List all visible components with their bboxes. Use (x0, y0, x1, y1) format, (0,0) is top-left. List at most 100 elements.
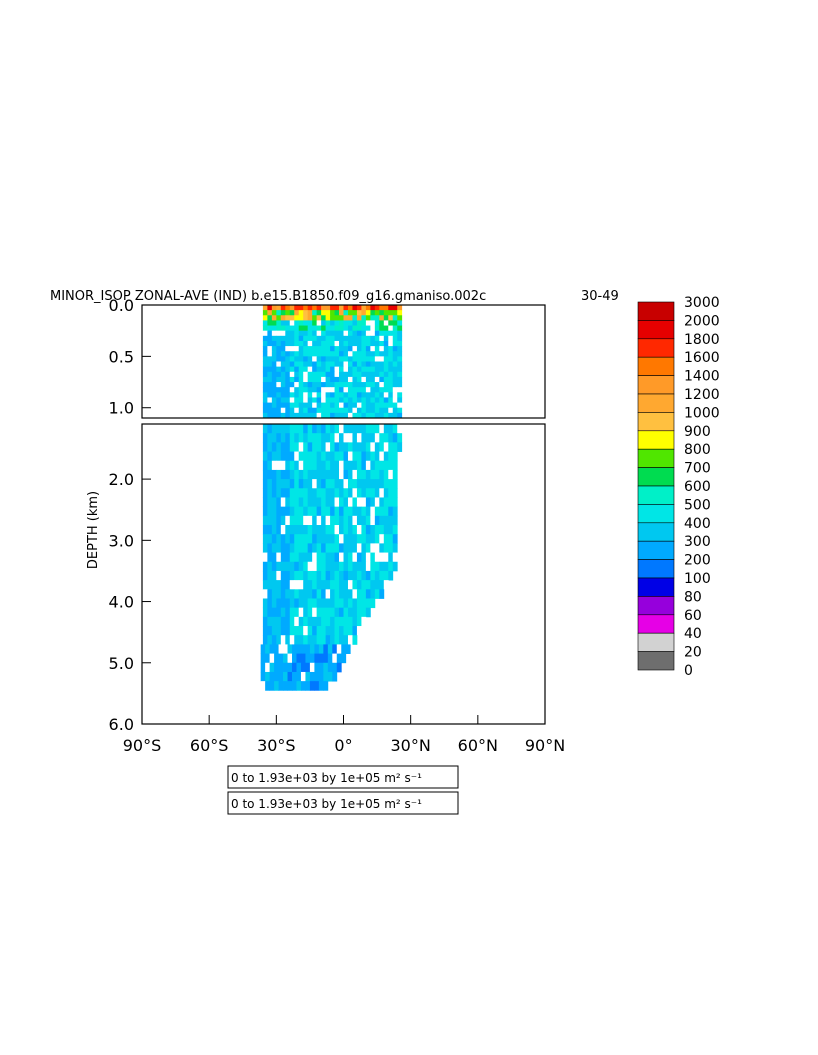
field-cell (334, 340, 340, 347)
field-cell (330, 320, 335, 326)
field-cell (370, 382, 376, 388)
field-cell (379, 361, 385, 368)
field-cell (303, 635, 309, 645)
field-cell (374, 451, 380, 462)
field-cell (356, 371, 362, 378)
field-cell (292, 653, 297, 664)
field-cell (392, 340, 398, 347)
field-cell (339, 570, 344, 581)
field-cell (361, 424, 367, 434)
y-tick-label-lower: 2.0 (109, 470, 134, 489)
field-cell (330, 460, 335, 471)
field-cell (352, 361, 358, 368)
field-cell (316, 515, 322, 526)
field-cell (307, 442, 313, 452)
field-cell (379, 561, 385, 572)
field-cell (321, 497, 326, 508)
field-cell (285, 320, 291, 326)
field-cell (321, 305, 326, 311)
field-cell (347, 607, 353, 618)
field-cell (374, 356, 380, 362)
field-cell (262, 488, 268, 498)
field-cell (280, 382, 286, 388)
field-cell (339, 335, 344, 342)
field-cell (267, 407, 273, 414)
field-cell (325, 589, 331, 599)
field-cell (356, 315, 362, 321)
field-cell (303, 433, 309, 443)
field-cell (374, 376, 380, 383)
field-cell (352, 589, 358, 599)
field-cell (334, 330, 340, 337)
field-cell (379, 412, 385, 418)
field-cell (325, 382, 331, 388)
field-cell (289, 361, 295, 368)
field-cell (271, 479, 277, 489)
field-cell (347, 598, 353, 609)
field-cell (296, 681, 302, 691)
field-cell (271, 543, 277, 553)
field-cell (334, 616, 340, 627)
field-cell (262, 469, 268, 480)
field-cell (392, 451, 398, 462)
field-cell (280, 412, 286, 418)
field-cell (278, 644, 284, 654)
field-cell (397, 433, 403, 443)
field-cell (330, 424, 335, 434)
field-cell (316, 552, 322, 563)
field-cell (312, 330, 318, 337)
field-cell (365, 580, 371, 590)
field-cell (374, 305, 380, 311)
field-cell (307, 635, 313, 645)
field-cell (276, 340, 282, 347)
field-cell (280, 356, 286, 362)
field-cell (289, 635, 295, 645)
field-cell (365, 525, 371, 535)
field-cell (285, 525, 291, 535)
field-cell (321, 635, 326, 645)
field-cell (316, 543, 322, 553)
field-cell (294, 497, 300, 508)
field-cell (298, 589, 304, 599)
field-cell (330, 392, 335, 398)
field-cell (307, 320, 313, 326)
field-cell (339, 534, 344, 544)
field-cell (356, 387, 362, 393)
field-cell (303, 534, 309, 544)
field-cell (280, 580, 286, 590)
field-cell (356, 460, 362, 471)
field-cell (294, 320, 300, 326)
field-cell (332, 644, 338, 654)
field-cell (307, 433, 313, 443)
field-cell (285, 356, 291, 362)
field-cell (303, 607, 309, 618)
field-cell (294, 460, 300, 471)
field-cell (374, 580, 380, 590)
field-cell (330, 310, 335, 316)
field-cell (316, 407, 322, 414)
field-cell (267, 506, 273, 517)
field-cell (383, 451, 389, 462)
field-cell (274, 671, 279, 682)
colorbar-swatch (637, 577, 675, 597)
field-cell (314, 671, 320, 682)
field-cell (269, 671, 275, 682)
field-cell (352, 376, 358, 383)
field-cell (347, 479, 353, 489)
field-cell (365, 543, 371, 553)
field-cell (352, 469, 358, 480)
field-cell (352, 515, 358, 526)
field-cell (289, 534, 295, 544)
field-cell (356, 525, 362, 535)
field-cell (309, 644, 315, 654)
field-cell (361, 407, 367, 414)
field-cell (309, 671, 315, 682)
field-cell (374, 351, 380, 357)
x-tick-label: 60°N (458, 736, 498, 755)
field-cell (321, 525, 326, 535)
field-cell (343, 424, 349, 434)
field-cell (271, 607, 277, 618)
field-cell (294, 552, 300, 563)
field-cell (392, 392, 398, 398)
field-cell (356, 366, 362, 373)
